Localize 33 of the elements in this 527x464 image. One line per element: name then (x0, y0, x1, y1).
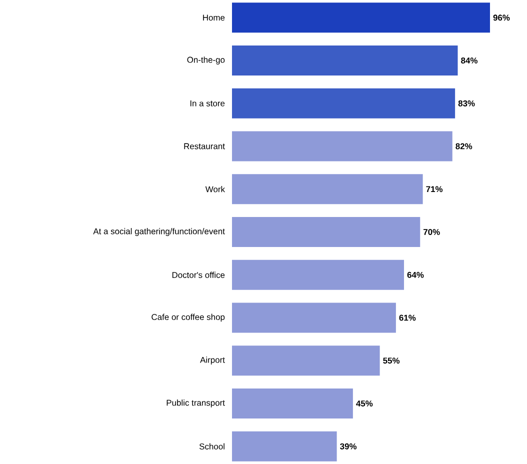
bar (232, 302, 396, 333)
data-label: 70% (424, 229, 440, 235)
data-label: 55% (383, 358, 400, 364)
bar (232, 217, 420, 248)
data-label: 71% (426, 186, 443, 192)
y-tick-label: Cafe or coffee shop (152, 314, 225, 322)
data-label: 61% (399, 314, 416, 321)
y-tick-label: On-the-go (187, 56, 225, 64)
data-label: 96% (493, 14, 510, 21)
data-label: 45% (356, 400, 373, 406)
data-label: 39% (340, 443, 357, 450)
bar (232, 46, 458, 76)
bar (232, 346, 380, 376)
y-tick-label: At a social gathering/function/event (93, 228, 225, 236)
y-tick-label: Doctor's office (172, 272, 225, 278)
data-label: 83% (458, 100, 475, 106)
data-label: 84% (461, 58, 478, 64)
y-tick-label: Work (205, 186, 225, 192)
bar (232, 131, 452, 162)
bar (232, 2, 490, 33)
data-label: 82% (456, 143, 472, 150)
bar (232, 260, 404, 290)
y-tick-label: Airport (200, 356, 225, 365)
y-tick-label: Home (203, 14, 225, 21)
data-label: 64% (407, 272, 424, 278)
y-tick-label: Restaurant (184, 143, 225, 150)
y-tick-label: In a store (190, 100, 225, 106)
y-tick-label: Public transport (166, 400, 225, 408)
bar (232, 388, 353, 418)
bar (232, 174, 423, 204)
bar (232, 431, 337, 462)
bar (232, 88, 456, 118)
y-tick-label: School (199, 443, 224, 450)
